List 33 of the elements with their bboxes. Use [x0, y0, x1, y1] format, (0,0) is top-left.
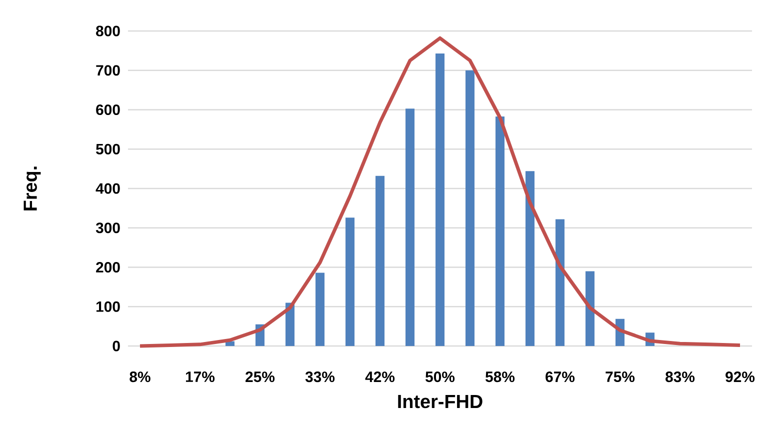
y-tick-label: 500 — [96, 144, 120, 154]
x-tick-label: 67% — [546, 372, 575, 382]
bar — [436, 53, 445, 346]
bar — [556, 219, 565, 346]
y-axis-title: Freq. — [24, 166, 41, 210]
y-tick-label: 100 — [96, 301, 120, 312]
x-tick-label: 42% — [365, 372, 395, 382]
bar — [406, 108, 415, 346]
x-tick-label: 25% — [246, 372, 275, 382]
y-tick-label: 700 — [96, 65, 120, 76]
x-axis-title: Inter-FHD — [398, 394, 482, 408]
bar — [496, 116, 505, 346]
bar — [316, 272, 325, 346]
y-tick-label: 200 — [96, 262, 120, 273]
y-tick-label: 600 — [96, 104, 120, 116]
y-tick-label: 0 — [112, 340, 120, 352]
x-tick-label: 33% — [305, 372, 335, 382]
y-tick-label: 400 — [96, 183, 120, 194]
x-tick-label: 58% — [486, 372, 515, 382]
bar — [466, 70, 475, 346]
y-tick-label: 800 — [96, 26, 120, 36]
x-tick-label: 75% — [606, 372, 635, 382]
y-tick-label: 300 — [96, 222, 120, 234]
line-series — [138, 36, 742, 348]
bar — [526, 171, 535, 346]
x-tick-label: 17% — [186, 372, 215, 382]
bar — [376, 176, 385, 346]
x-tick-label: 50% — [426, 372, 455, 382]
x-tick-label: 92% — [726, 372, 755, 382]
x-tick-label: 83% — [666, 372, 695, 382]
x-tick-label: 8% — [130, 372, 150, 382]
bar — [586, 271, 595, 346]
bar — [346, 218, 355, 346]
